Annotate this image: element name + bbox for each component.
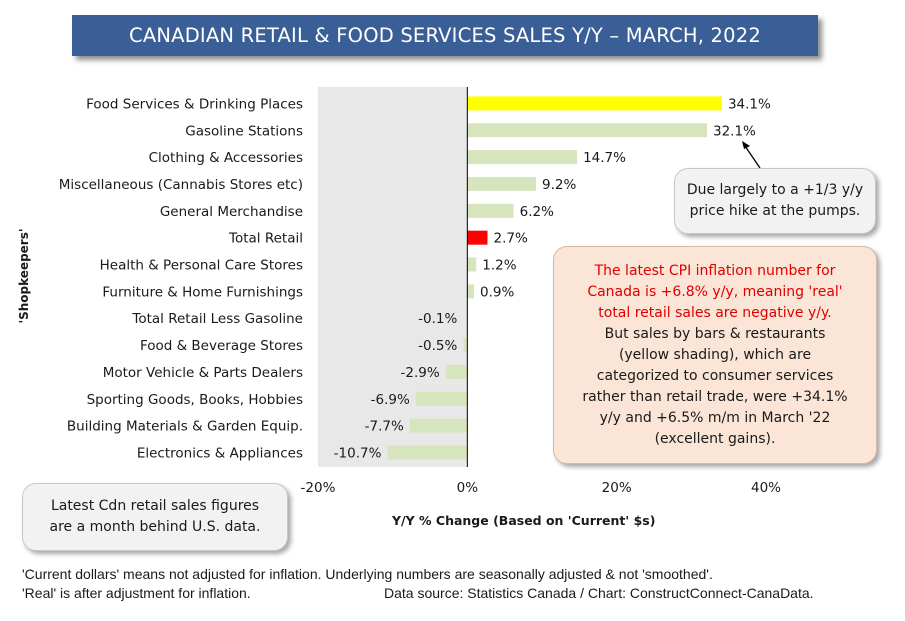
x-tick-label: 0%: [457, 480, 479, 496]
data-label: -7.7%: [365, 419, 404, 435]
bar: [387, 445, 468, 460]
gasoline-callout: Due largely to a +1/3 y/y price hike at …: [674, 168, 876, 234]
data-label: -0.5%: [418, 338, 457, 354]
category-label: Miscellaneous (Cannabis Stores etc): [59, 177, 303, 193]
data-lag-callout-line2: are a month behind U.S. data.: [49, 519, 261, 535]
bar: [467, 176, 537, 191]
bar: [467, 230, 488, 245]
category-label: Electronics & Appliances: [137, 445, 303, 461]
x-axis-label: Y/Y % Change (Based on 'Current' $s): [392, 513, 656, 528]
data-label: 34.1%: [728, 96, 771, 112]
bar: [463, 338, 468, 353]
category-label: Total Retail: [228, 231, 303, 247]
data-label: 1.2%: [482, 258, 516, 274]
bar: [467, 203, 514, 218]
cpi-callout-red-line: total retail sales are negative y/y.: [598, 304, 832, 321]
data-label: 32.1%: [713, 123, 756, 139]
category-label: Total Retail Less Gasoline: [131, 311, 303, 327]
data-label: 0.9%: [480, 284, 514, 300]
data-label: 2.7%: [493, 231, 527, 247]
data-label: -2.9%: [401, 365, 440, 381]
footnote-current-dollars: 'Current dollars' means not adjusted for…: [22, 566, 713, 582]
callout-arrow-line: [744, 145, 761, 169]
category-label: Clothing & Accessories: [149, 150, 303, 166]
footnote-real: 'Real' is after adjustment for inflation…: [22, 585, 251, 601]
bar: [445, 364, 468, 379]
bar: [467, 96, 722, 111]
cpi-callout: The latest CPI inflation number for Cana…: [553, 246, 877, 464]
cpi-callout-line: (yellow shading), which are: [618, 346, 812, 363]
data-label: 6.2%: [520, 204, 554, 220]
category-label: Gasoline Stations: [185, 123, 303, 139]
data-label: -0.1%: [418, 311, 457, 327]
gasoline-callout-line2: price hike at the pumps.: [689, 203, 861, 219]
bar: [467, 284, 475, 299]
data-label: -10.7%: [334, 445, 382, 461]
category-label: Motor Vehicle & Parts Dealers: [103, 365, 303, 381]
chart-title: CANADIAN RETAIL & FOOD SERVICES SALES Y/…: [129, 24, 761, 47]
chart-title-banner: CANADIAN RETAIL & FOOD SERVICES SALES Y/…: [72, 15, 818, 56]
cpi-callout-red-line: The latest CPI inflation number for: [594, 262, 836, 279]
cpi-callout-line: But sales by bars & restaurants: [604, 325, 826, 342]
bar: [409, 418, 468, 433]
bar: [467, 257, 477, 272]
data-label: 9.2%: [542, 177, 576, 193]
callout-arrow-head: [742, 141, 750, 149]
category-label: Sporting Goods, Books, Hobbies: [87, 392, 303, 408]
category-label: Food Services & Drinking Places: [86, 96, 303, 112]
category-label: Health & Personal Care Stores: [100, 258, 303, 274]
x-tick-label: -20%: [301, 480, 336, 496]
cpi-callout-line: rather than retail trade, were +34.1%: [582, 388, 848, 405]
category-label: Furniture & Home Furnishings: [102, 284, 303, 300]
negative-region-shading: [318, 87, 468, 467]
category-label: Building Materials & Garden Equip.: [67, 419, 303, 435]
category-label: Food & Beverage Stores: [140, 338, 303, 354]
data-label: 14.7%: [583, 150, 626, 166]
data-lag-callout-line1: Latest Cdn retail sales figures: [50, 498, 260, 514]
cpi-callout-red-line: Canada is +6.8% y/y, meaning 'real': [587, 283, 843, 300]
category-label: General Merchandise: [160, 204, 303, 220]
data-source-note: Data source: Statistics Canada / Chart: …: [384, 585, 814, 601]
cpi-callout-line: y/y and +6.5% m/m in March '22: [599, 409, 831, 426]
data-label: -6.9%: [371, 392, 410, 408]
bar: [467, 150, 578, 165]
bar: [467, 123, 708, 138]
cpi-callout-line: (excellent gains).: [654, 430, 776, 447]
gasoline-callout-line1: Due largely to a +1/3 y/y: [686, 182, 864, 198]
bar: [415, 391, 468, 406]
cpi-callout-line: categorized to consumer services: [596, 367, 834, 384]
x-tick-label: 20%: [602, 480, 632, 496]
data-lag-callout: Latest Cdn retail sales figures are a mo…: [22, 483, 288, 551]
x-tick-label: 40%: [751, 480, 781, 496]
